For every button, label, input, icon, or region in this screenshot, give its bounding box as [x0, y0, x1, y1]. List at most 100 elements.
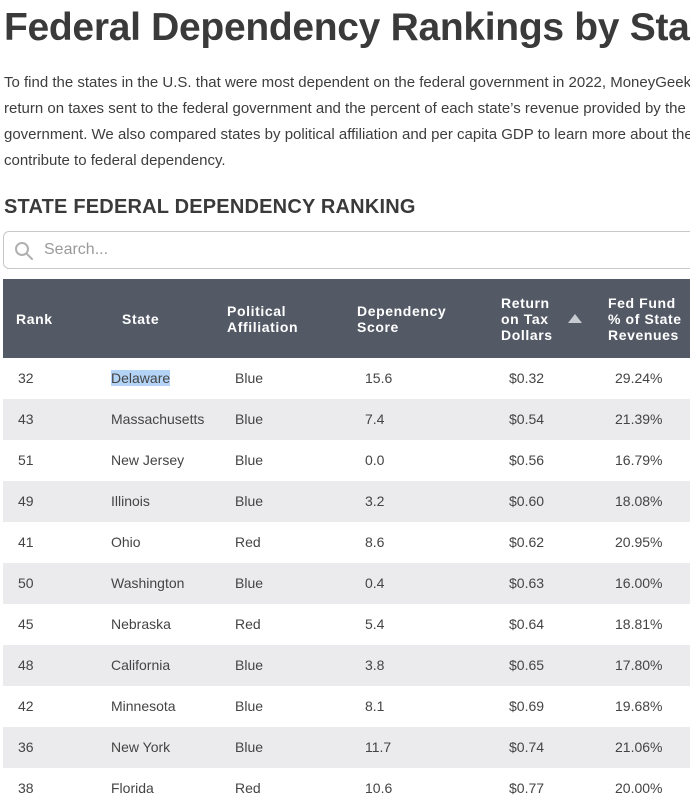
column-header-label: Dependency: [357, 302, 447, 319]
cell-fed-fund-percent: 20.95%: [615, 522, 662, 563]
cell-return-on-tax-dollars-text: $0.56: [509, 452, 545, 468]
column-header-state[interactable]: State: [122, 279, 159, 358]
cell-political-affiliation-text: Red: [235, 534, 261, 550]
cell-state-text: Ohio: [111, 534, 141, 550]
cell-return-on-tax-dollars: $0.54: [509, 399, 544, 440]
cell-political-affiliation-text: Red: [235, 780, 261, 796]
cell-fed-fund-percent-text: 17.80%: [615, 657, 663, 673]
cell-state: Ohio: [111, 522, 141, 563]
cell-political-affiliation: Red: [235, 768, 261, 807]
cell-dependency-score-text: 3.8: [365, 657, 385, 673]
cell-dependency-score: 0.0: [365, 440, 384, 481]
cell-return-on-tax-dollars-text: $0.32: [509, 370, 545, 386]
cell-state: Minnesota: [111, 686, 176, 727]
cell-fed-fund-percent: 17.80%: [615, 645, 662, 686]
cell-rank: 36: [18, 727, 34, 768]
cell-return-on-tax-dollars: $0.32: [509, 358, 544, 399]
cell-state-text: Washington: [111, 575, 185, 591]
column-header-label: Affiliation: [227, 318, 299, 335]
cell-dependency-score: 7.4: [365, 399, 384, 440]
intro-paragraph: To find the states in the U.S. that were…: [4, 70, 690, 174]
column-header-label: Dollars: [501, 326, 553, 343]
cell-fed-fund-percent: 18.08%: [615, 481, 662, 522]
search-box[interactable]: [3, 231, 690, 269]
column-header-fed-fund-percent[interactable]: Fed Fund % of State Revenues: [608, 279, 682, 358]
cell-dependency-score-text: 8.1: [365, 698, 385, 714]
cell-political-affiliation: Blue: [235, 686, 263, 727]
column-header-label: Score: [357, 318, 399, 335]
cell-state-text: Minnesota: [111, 698, 176, 714]
cell-state-text: New York: [111, 739, 171, 755]
cell-dependency-score: 8.6: [365, 522, 384, 563]
cell-state: Illinois: [111, 481, 150, 522]
cell-dependency-score-text: 11.7: [365, 739, 392, 755]
cell-state-text: Delaware: [111, 370, 171, 386]
cell-dependency-score: 8.1: [365, 686, 384, 727]
table-row: 49 Illinois Blue 3.2 $0.60 18.08%: [3, 481, 690, 522]
cell-political-affiliation-text: Blue: [235, 575, 264, 591]
cell-dependency-score-text: 7.4: [365, 411, 385, 427]
search-input[interactable]: [44, 237, 644, 263]
cell-fed-fund-percent: 19.68%: [615, 686, 662, 727]
cell-fed-fund-percent-text: 20.00%: [615, 780, 663, 796]
cell-state-text: Florida: [111, 780, 154, 796]
table-row: 43 Massachusetts Blue 7.4 $0.54 21.39%: [3, 399, 690, 440]
cell-state: Massachusetts: [111, 399, 204, 440]
column-header-label: on Tax: [501, 310, 549, 327]
cell-fed-fund-percent-text: 29.24%: [615, 370, 663, 386]
cell-rank: 32: [18, 358, 34, 399]
cell-dependency-score: 10.6: [365, 768, 392, 807]
cell-dependency-score-text: 15.6: [365, 370, 393, 386]
cell-return-on-tax-dollars-text: $0.54: [509, 411, 545, 427]
cell-return-on-tax-dollars: $0.63: [509, 563, 544, 604]
cell-rank-text: 49: [18, 493, 34, 509]
column-header-label: % of State: [608, 310, 682, 327]
column-header-political-affiliation[interactable]: Political Affiliation: [227, 279, 298, 358]
cell-return-on-tax-dollars: $0.65: [509, 645, 544, 686]
cell-rank-text: 51: [18, 452, 34, 468]
table-row: 48 California Blue 3.8 $0.65 17.80%: [3, 645, 690, 686]
cell-political-affiliation: Blue: [235, 727, 263, 768]
cell-return-on-tax-dollars-text: $0.64: [509, 616, 545, 632]
cell-fed-fund-percent: 20.00%: [615, 768, 662, 807]
cell-return-on-tax-dollars: $0.74: [509, 727, 544, 768]
column-header-return-on-tax-dollars[interactable]: Return on Tax Dollars: [501, 279, 553, 358]
cell-return-on-tax-dollars: $0.69: [509, 686, 544, 727]
cell-dependency-score-text: 10.6: [365, 780, 393, 796]
cell-fed-fund-percent-text: 18.08%: [615, 493, 663, 509]
table-row: 50 Washington Blue 0.4 $0.63 16.00%: [3, 563, 690, 604]
cell-rank: 51: [18, 440, 34, 481]
page-title: Federal Dependency Rankings by State: [4, 6, 690, 49]
table-row: 42 Minnesota Blue 8.1 $0.69 19.68%: [3, 686, 690, 727]
cell-rank: 41: [18, 522, 34, 563]
cell-rank-text: 50: [18, 575, 34, 591]
cell-political-affiliation-text: Blue: [235, 698, 264, 714]
cell-fed-fund-percent: 21.06%: [615, 727, 662, 768]
cell-fed-fund-percent-text: 21.06%: [615, 739, 663, 755]
column-header-dependency-score[interactable]: Dependency Score: [357, 279, 446, 358]
table-header: Rank State Political Affiliation Depende…: [3, 279, 690, 358]
cell-political-affiliation-text: Red: [235, 616, 261, 632]
cell-political-affiliation: Blue: [235, 645, 263, 686]
column-header-rank[interactable]: Rank: [16, 279, 53, 358]
intro-line: return on taxes sent to the federal gove…: [4, 100, 690, 117]
cell-political-affiliation-text: Blue: [235, 657, 264, 673]
cell-political-affiliation-text: Blue: [235, 452, 264, 468]
cell-rank-text: 41: [18, 534, 34, 550]
cell-political-affiliation: Red: [235, 522, 261, 563]
table-body: 32 Delaware Blue 15.6 $0.32 29.24% 43 Massachus…: [3, 358, 690, 807]
table-row: 36 New York Blue 11.7 $0.74 21.06%: [3, 727, 690, 768]
table-row: 51 New Jersey Blue 0.0 $0.56 16.79%: [3, 440, 690, 481]
cell-return-on-tax-dollars: $0.56: [509, 440, 544, 481]
cell-dependency-score: 0.4: [365, 563, 384, 604]
cell-state-text: Nebraska: [111, 616, 171, 632]
table-row: 45 Nebraska Red 5.4 $0.64 18.81%: [3, 604, 690, 645]
cell-political-affiliation: Blue: [235, 399, 263, 440]
cell-return-on-tax-dollars: $0.62: [509, 522, 544, 563]
sort-ascending-icon[interactable]: [568, 314, 582, 323]
cell-political-affiliation-text: Blue: [235, 411, 264, 427]
cell-fed-fund-percent: 21.39%: [615, 399, 662, 440]
cell-rank-text: 38: [18, 780, 34, 796]
cell-rank-text: 48: [18, 657, 34, 673]
